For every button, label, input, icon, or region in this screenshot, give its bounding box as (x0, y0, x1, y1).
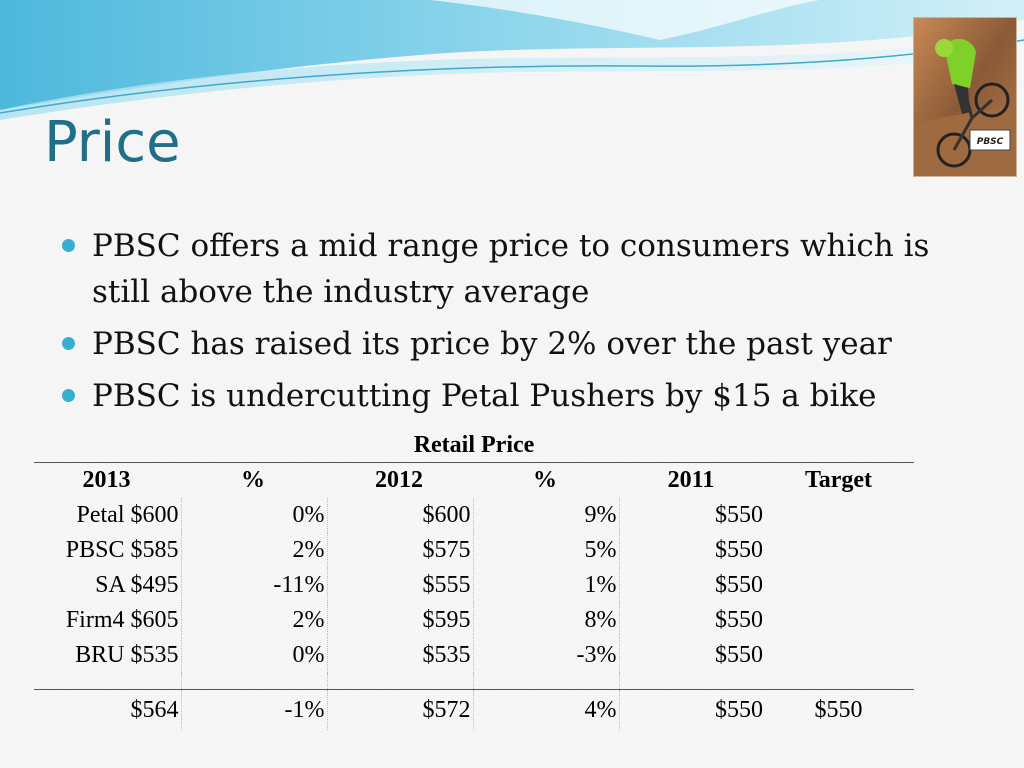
header-cell: 2011 (619, 462, 765, 498)
header-cell: 2013 (34, 462, 181, 498)
table-average-row: $564 -1% $572 4% $550 $550 (34, 689, 914, 730)
table-cell: 1% (473, 568, 620, 603)
table-cell: $564 (34, 689, 182, 730)
table-cell (765, 568, 914, 603)
bullet-dot-icon (62, 389, 75, 402)
table-cell: $572 (327, 689, 474, 730)
bullet-list: PBSC offers a mid range price to consume… (58, 223, 938, 425)
table-cell: -11% (181, 568, 328, 603)
header-cell: % (181, 462, 327, 498)
table-cell: $550 (715, 572, 763, 598)
bullet-text: PBSC is undercutting Petal Pushers by $1… (92, 378, 877, 414)
bullet-item: PBSC offers a mid range price to consume… (58, 223, 938, 315)
table-cell: $555 (327, 568, 474, 603)
table-cell: -3% (473, 638, 620, 673)
table-cell: $595 (327, 603, 474, 638)
header-cell: 2012 (327, 462, 473, 498)
slide-title: Price (44, 110, 181, 175)
table-cell: $550 (715, 502, 763, 528)
table-cell: Firm4 $605 (34, 603, 182, 638)
retail-price-table: Retail Price 2013 % 2012 % 2011 Target P… (34, 428, 914, 730)
mountain-bike-photo: PBSC (913, 17, 1017, 177)
table-cell: $550 (765, 689, 914, 730)
table-cell: -1% (181, 689, 328, 730)
table-row: PBSC $585 2% $575 5% $550 (34, 533, 914, 568)
table-cell (765, 603, 914, 638)
table-cell: $550 (619, 689, 765, 730)
table-row: Petal $600 0% $600 9% $550 (34, 498, 914, 533)
bullet-item: PBSC is undercutting Petal Pushers by $1… (58, 373, 938, 419)
bullet-text: PBSC offers a mid range price to consume… (92, 228, 930, 310)
table-cell: Petal $600 (34, 498, 182, 533)
table-cell: PBSC $585 (34, 533, 182, 568)
table-cell: $550 (715, 642, 763, 668)
table-cell: 4% (473, 689, 620, 730)
table-cell: 5% (473, 533, 620, 568)
table-cell (765, 533, 914, 568)
table-cell: $550 (715, 537, 763, 563)
header-cell: Target (765, 462, 914, 498)
table-cell: 2% (181, 533, 328, 568)
header-cell: % (473, 462, 619, 498)
table-caption: Retail Price (413, 432, 535, 458)
table-cell: $535 (327, 638, 474, 673)
table-cell: $575 (327, 533, 474, 568)
table-cell: SA $495 (34, 568, 182, 603)
bullet-dot-icon (62, 337, 75, 350)
table-cell (765, 638, 914, 673)
table-row: Firm4 $605 2% $595 8% $550 (34, 603, 914, 638)
table-cell: BRU $535 (34, 638, 182, 673)
table-row: BRU $535 0% $535 -3% $550 (34, 638, 914, 673)
table-cell: 9% (473, 498, 620, 533)
table-spacer-row (34, 673, 914, 690)
table-row: SA $495 -11% $555 1% $550 (34, 568, 914, 603)
table-cell: 0% (181, 638, 328, 673)
svg-text:PBSC: PBSC (977, 137, 1004, 147)
table-header-row: 2013 % 2012 % 2011 Target (34, 462, 914, 498)
bullet-text: PBSC has raised its price by 2% over the… (92, 326, 892, 362)
table-cell (765, 498, 914, 533)
table-cell: $600 (327, 498, 474, 533)
table-cell: 0% (181, 498, 328, 533)
bullet-dot-icon (62, 239, 75, 252)
table-cell: 8% (473, 603, 620, 638)
bullet-item: PBSC has raised its price by 2% over the… (58, 321, 938, 367)
table-cell: 2% (181, 603, 328, 638)
table-cell: $550 (715, 607, 763, 633)
